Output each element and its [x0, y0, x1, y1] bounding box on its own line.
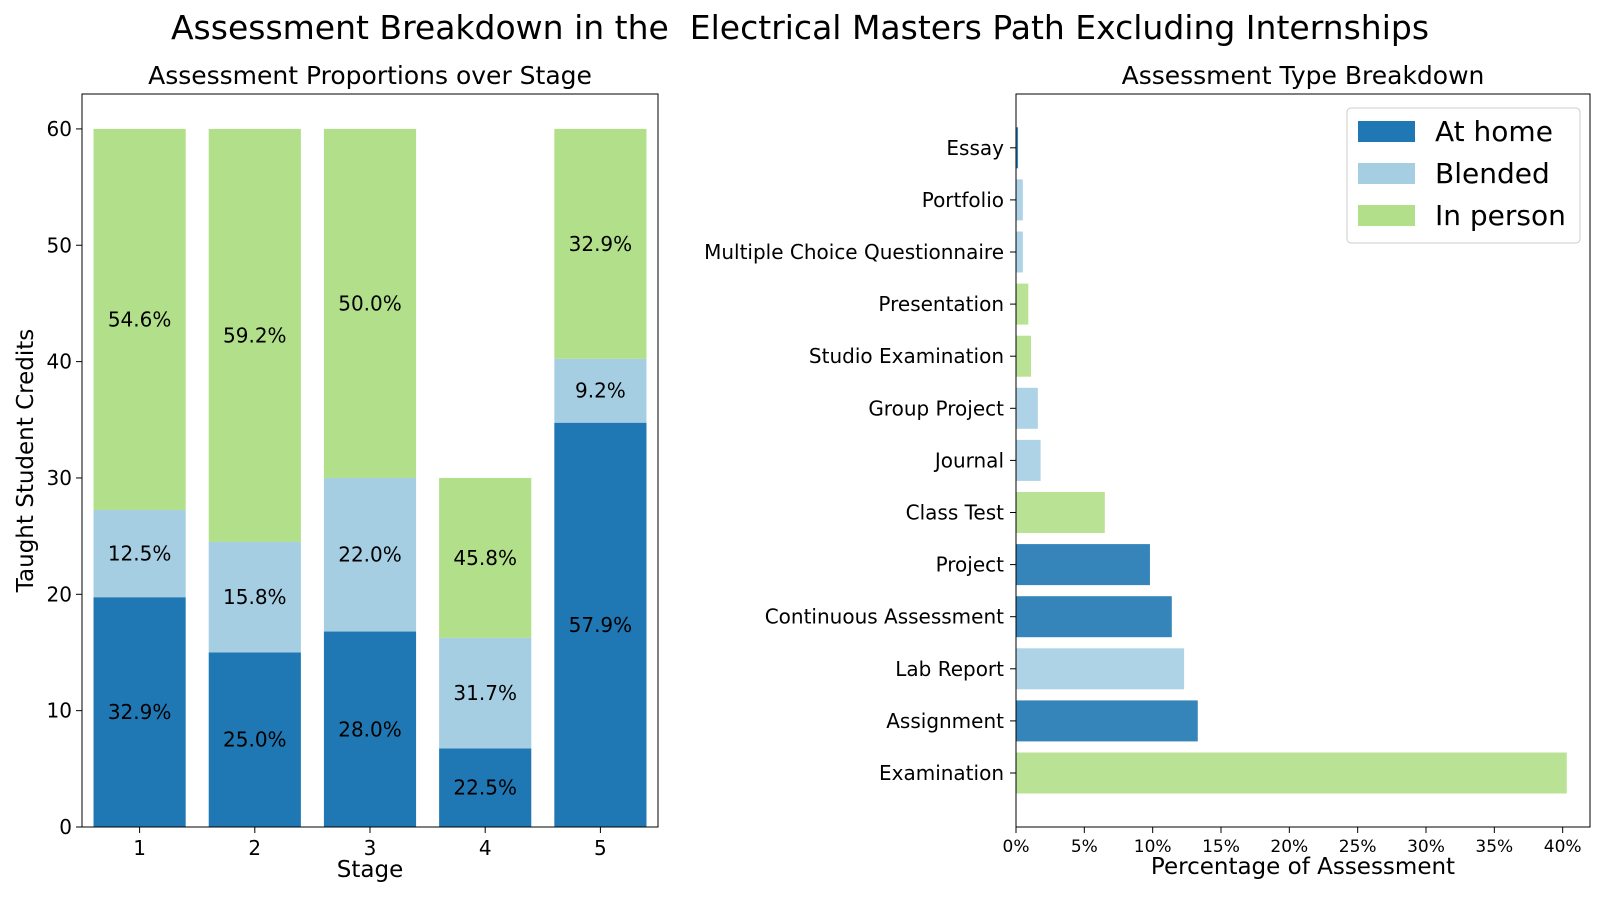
x-tick-label: 40%	[1544, 837, 1582, 857]
category-label: Continuous Assessment	[765, 605, 1004, 629]
x-tick-label: 15%	[1202, 837, 1240, 857]
y-tick-label: 0	[59, 815, 72, 839]
y-tick-label: 50	[47, 233, 72, 257]
category-label: Studio Examination	[809, 344, 1004, 368]
data-label: 22.5%	[453, 776, 517, 800]
hbar-assignment	[1016, 700, 1198, 742]
category-label: Class Test	[906, 501, 1005, 525]
data-label: 9.2%	[575, 379, 626, 403]
y-tick-label: 20	[47, 582, 72, 606]
category-label: Essay	[946, 136, 1004, 160]
stack-bar-blended	[554, 358, 647, 423]
category-label: Multiple Choice Questionnaire	[704, 240, 1004, 264]
stack-bar-in-person	[554, 128, 647, 359]
stack-bar-at-home	[323, 631, 417, 827]
data-label: 22.0%	[338, 543, 402, 567]
data-label: 28.0%	[338, 717, 402, 741]
x-axis-label: Percentage of Assessment	[1151, 854, 1455, 880]
left-chart-title: Assessment Proportions over Stage	[148, 61, 592, 90]
category-label: Assignment	[886, 709, 1004, 733]
hbar-continuous-assessment	[1016, 596, 1172, 638]
category-label: Presentation	[878, 292, 1004, 316]
x-tick-label: 35%	[1475, 837, 1513, 857]
x-tick-label: 30%	[1407, 837, 1445, 857]
legend-swatch	[1358, 163, 1415, 184]
stack-bar-at-home	[208, 652, 301, 827]
data-label: 57.9%	[569, 613, 633, 637]
hbar-presentation	[1016, 283, 1029, 325]
x-tick-label: 3	[364, 836, 377, 860]
hbar-project	[1016, 544, 1150, 586]
stack-bar-in-person	[323, 128, 417, 478]
stack-bar-in-person	[208, 128, 301, 542]
stack-bar-at-home	[93, 597, 186, 827]
x-tick-label: 5	[594, 836, 607, 860]
y-axis-label: Taught Student Credits	[13, 329, 39, 593]
legend: At home Blended In person	[1346, 107, 1581, 244]
hbar-portfolio	[1016, 179, 1023, 221]
data-label: 32.9%	[569, 232, 633, 256]
legend-swatch	[1358, 121, 1415, 142]
stack-bar-at-home	[554, 422, 647, 827]
data-label: 54.6%	[108, 307, 172, 331]
right-chart-title: Assessment Type Breakdown	[1122, 61, 1485, 90]
category-label: Project	[936, 553, 1005, 577]
data-label: 15.8%	[223, 585, 287, 609]
hbar-examination	[1016, 752, 1567, 794]
hbar-multiple-choice-questionnaire	[1016, 231, 1023, 273]
data-label: 25.0%	[223, 728, 287, 752]
data-label: 59.2%	[223, 323, 287, 347]
left-plot-frame	[81, 93, 659, 828]
data-label: 31.7%	[453, 681, 517, 705]
legend-label: In person	[1435, 199, 1566, 232]
x-tick-label: 10%	[1134, 837, 1172, 857]
y-tick-label: 60	[47, 117, 72, 141]
data-label: 45.8%	[453, 546, 517, 570]
y-tick-label: 40	[47, 350, 72, 374]
stack-bar-blended	[439, 637, 532, 749]
legend-label: At home	[1435, 115, 1553, 148]
hbar-class-test	[1016, 492, 1105, 533]
x-tick-label: 1	[133, 836, 146, 860]
stack-bar-at-home	[439, 748, 532, 827]
stack-bar-in-person	[93, 128, 186, 510]
x-axis-label: Stage	[337, 857, 403, 883]
hbar-studio-examination	[1016, 335, 1032, 377]
category-label: Examination	[879, 761, 1004, 785]
x-tick-label: 0%	[1003, 837, 1030, 857]
data-label: 32.9%	[108, 700, 172, 724]
stack-bar-blended	[323, 477, 417, 632]
stack-bar-blended	[93, 509, 186, 598]
x-tick-label: 5%	[1071, 837, 1098, 857]
data-label: 12.5%	[108, 542, 172, 566]
y-tick-label: 10	[47, 699, 72, 723]
hbar-essay	[1016, 127, 1019, 169]
stack-bar-in-person	[439, 477, 532, 638]
legend-swatch	[1358, 205, 1415, 226]
x-tick-label: 2	[248, 836, 261, 860]
x-tick-label: 4	[479, 836, 492, 860]
right-plot-frame	[1015, 93, 1591, 828]
y-tick-label: 30	[47, 466, 72, 490]
figure-title: Assessment Breakdown in the Electrical M…	[170, 8, 1430, 47]
category-label: Portfolio	[922, 188, 1004, 212]
stack-bar-blended	[208, 541, 301, 653]
category-label: Lab Report	[895, 657, 1004, 681]
hbar-group-project	[1016, 387, 1038, 429]
x-tick-label: 20%	[1270, 837, 1308, 857]
hbar-lab-report	[1016, 648, 1185, 690]
category-label: Journal	[933, 448, 1004, 472]
hbar-journal	[1016, 439, 1041, 481]
legend-label: Blended	[1435, 157, 1550, 190]
category-label: Group Project	[868, 396, 1004, 420]
data-label: 50.0%	[338, 291, 402, 315]
x-tick-label: 25%	[1339, 837, 1377, 857]
